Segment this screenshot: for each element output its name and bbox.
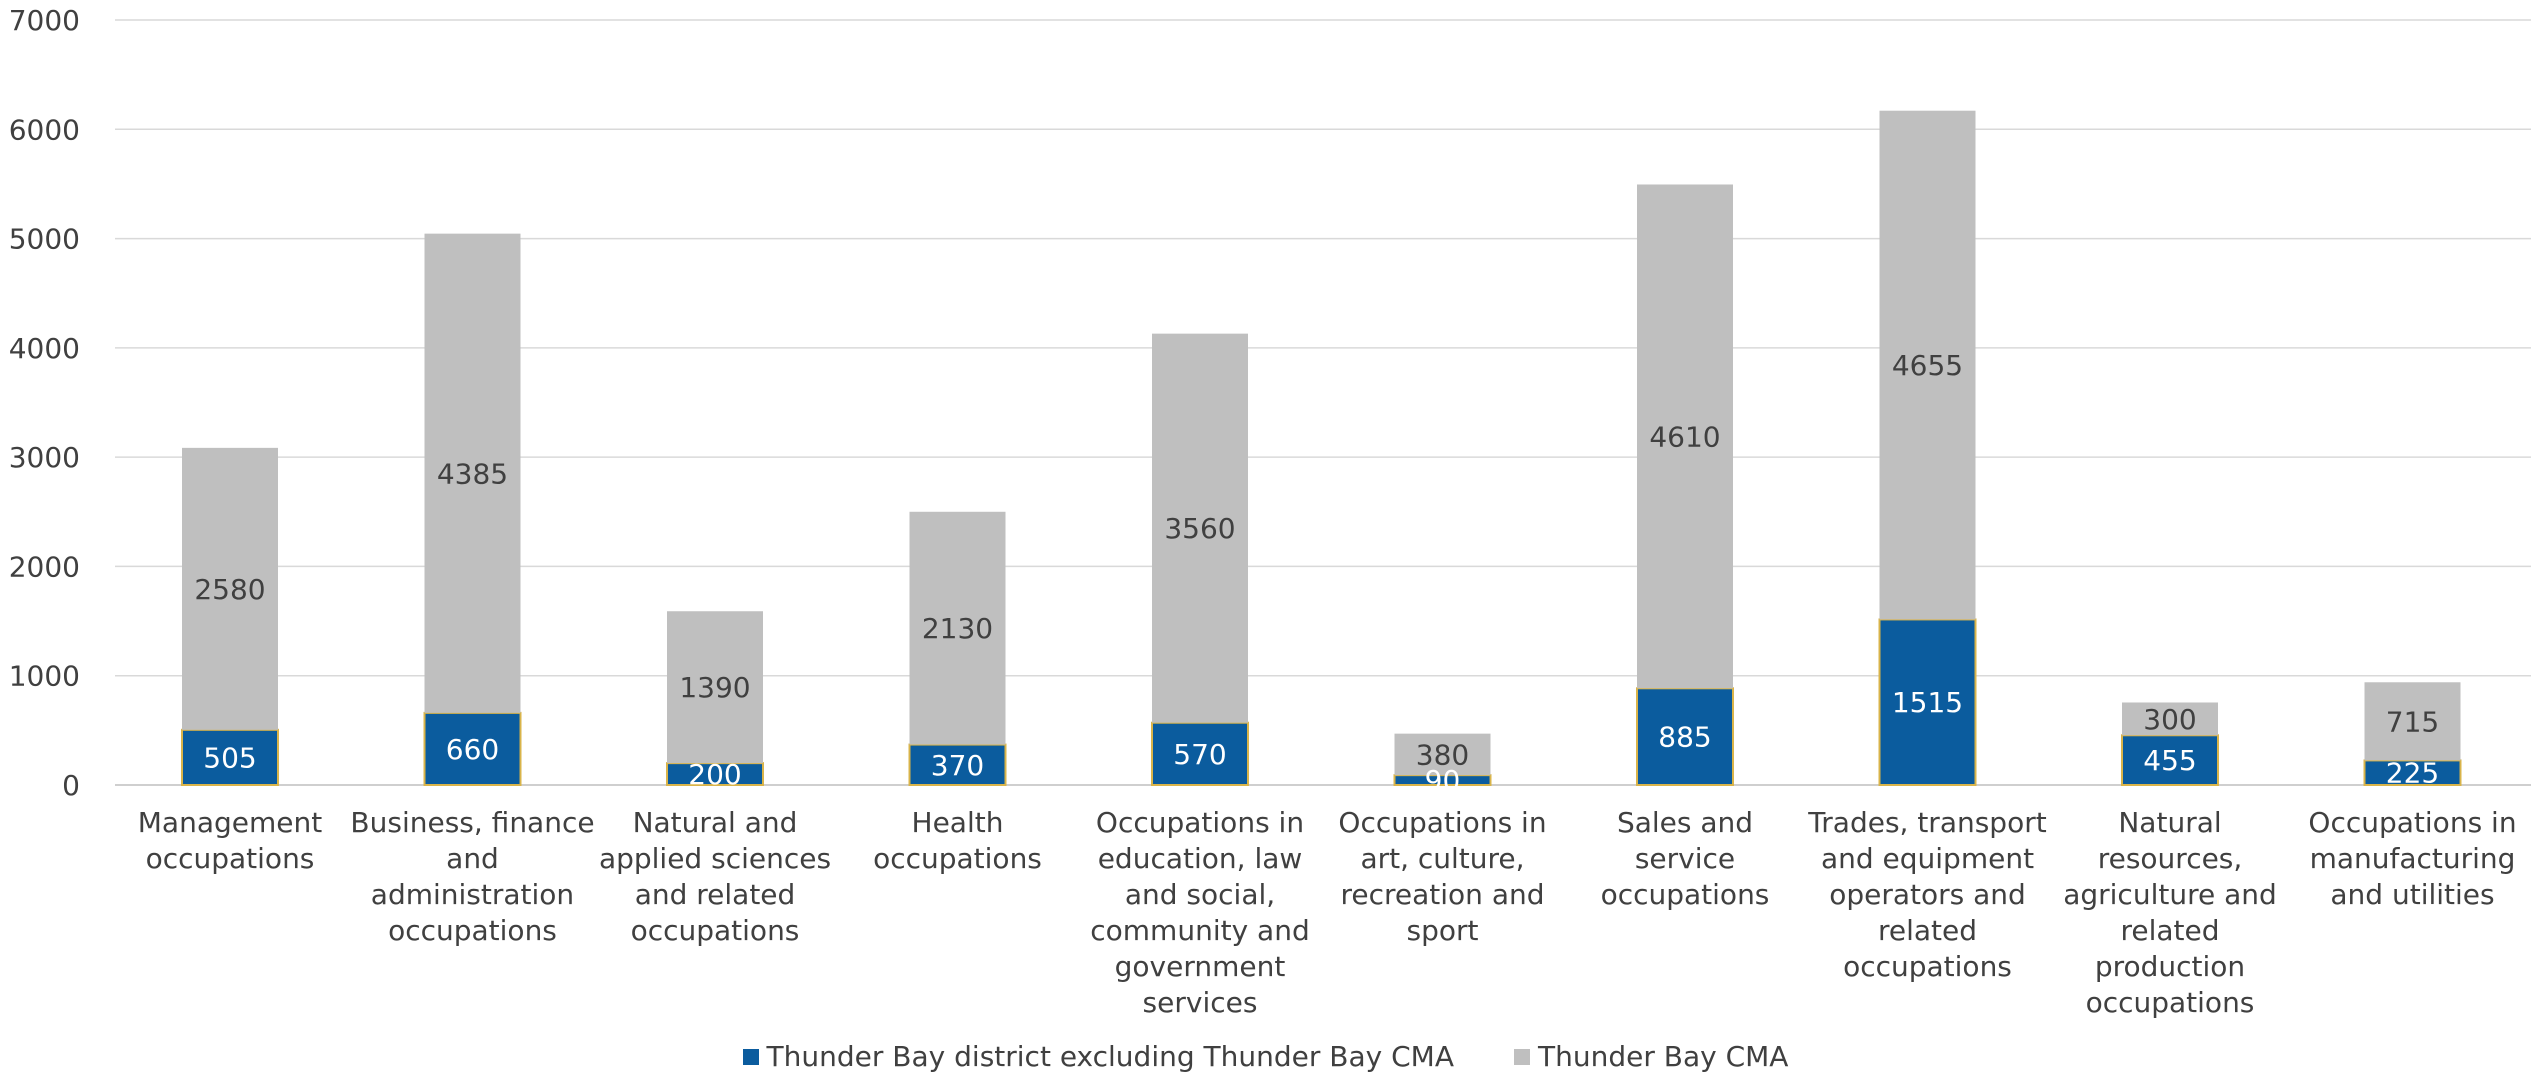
x-category-label: Sales and	[1617, 806, 1753, 839]
data-label-cma: 2580	[194, 573, 265, 606]
y-tick-label: 1000	[9, 660, 80, 693]
data-label-district: 200	[688, 758, 741, 791]
x-category-label: sport	[1407, 914, 1479, 947]
y-tick-label: 7000	[9, 4, 80, 37]
x-category-label: production	[2095, 950, 2245, 983]
data-label-district: 885	[1658, 721, 1711, 754]
legend-label-cma: Thunder Bay CMA	[1537, 1040, 1789, 1073]
x-category-label: Occupations in	[1096, 806, 1304, 839]
bar-district	[2121, 734, 2219, 787]
data-label-cma: 4655	[1892, 349, 1963, 382]
stacked-bar-chart: 0 1000 2000 3000 4000 5000 6000 7000 505 2580 660…	[9, 4, 2531, 1019]
x-category-label: recreation and	[1340, 878, 1544, 911]
x-category-label: and social,	[1125, 878, 1275, 911]
data-label-district: 1515	[1892, 686, 1963, 719]
bar-district	[181, 728, 279, 787]
y-axis: 0 1000 2000 3000 4000 5000 6000 7000	[9, 4, 80, 802]
y-tick-label: 5000	[9, 223, 80, 256]
data-label-district: 225	[2386, 757, 2439, 790]
x-category-label: occupations	[146, 842, 315, 875]
legend-label-district: Thunder Bay district excluding Thunder B…	[766, 1040, 1454, 1073]
x-category-label: Occupations in	[1338, 806, 1546, 839]
data-label-district: 455	[2143, 744, 2196, 777]
bar-cma	[424, 233, 521, 713]
bar-cma	[2364, 682, 2461, 761]
data-label-cma: 1390	[679, 671, 750, 704]
data-label-district: 370	[931, 749, 984, 782]
bar-cma	[667, 611, 763, 764]
data-label-cma: 2130	[922, 612, 993, 645]
bar-district	[423, 711, 522, 786]
x-category-label: administration	[371, 878, 574, 911]
bar-cma	[182, 447, 278, 730]
x-category-label: related	[1878, 914, 1977, 947]
x-category-label: Management	[138, 806, 322, 839]
x-category-label: related	[2120, 914, 2219, 947]
x-category-label: occupations	[1601, 878, 1770, 911]
bar-cma	[2122, 702, 2218, 736]
bar-cma	[1394, 733, 1491, 776]
y-tick-label: 3000	[9, 441, 80, 474]
x-category-label: education, law	[1098, 842, 1303, 875]
legend-swatch-cma	[1513, 1048, 1530, 1065]
data-label-cma: 4385	[437, 457, 508, 490]
bar-district	[1151, 721, 1249, 787]
legend-item-cma: Thunder Bay CMA	[1513, 1040, 1789, 1073]
x-category-label: services	[1143, 986, 1258, 1019]
data-label-district: 90	[1425, 764, 1461, 797]
legend: Thunder Bay district excluding Thunder B…	[0, 1040, 2531, 1073]
x-category-label: Health	[912, 806, 1004, 839]
x-category-label: applied sciences	[599, 842, 831, 875]
x-category-label: manufacturing	[2310, 842, 2516, 875]
data-label-district: 660	[446, 733, 499, 766]
bar-cma	[909, 511, 1006, 745]
x-category-label: Natural	[2118, 806, 2221, 839]
data-label-district: 570	[1173, 738, 1226, 771]
x-category-label: Trades, transport	[1807, 806, 2046, 839]
bar-district	[908, 743, 1007, 786]
data-label-cma: 715	[2386, 705, 2439, 738]
x-category-label: art, culture,	[1360, 842, 1524, 875]
bar-district	[1878, 618, 1977, 786]
data-label-cma: 380	[1416, 738, 1469, 771]
x-category-label: agriculture and	[2063, 878, 2277, 911]
x-category-label: and utilities	[2330, 878, 2494, 911]
x-category-label: operators and	[1829, 878, 2026, 911]
bar-district	[1636, 687, 1734, 787]
bar-cma	[1879, 110, 1976, 620]
bars: 505 2580 660 4385 200 1390 370 2130 570 3560 90380…	[181, 110, 2462, 797]
legend-swatch-district	[742, 1048, 759, 1065]
y-tick-label: 6000	[9, 113, 80, 146]
x-category-label: community and	[1090, 914, 1309, 947]
legend-item-district: Thunder Bay district excluding Thunder B…	[742, 1040, 1454, 1073]
x-category-label: and equipment	[1821, 842, 2034, 875]
data-label-cma: 4610	[1649, 420, 1720, 453]
y-tick-label: 4000	[9, 332, 80, 365]
bar-cma	[1152, 333, 1248, 723]
y-tick-label: 2000	[9, 550, 80, 583]
x-category-label: occupations	[631, 914, 800, 947]
data-label-cma: 3560	[1164, 512, 1235, 545]
x-category-label: occupations	[388, 914, 557, 947]
bar-cma	[1637, 184, 1733, 689]
data-label-cma: 300	[2143, 703, 2196, 736]
x-category-label: Business, finance	[350, 806, 594, 839]
data-label-district: 505	[203, 741, 256, 774]
x-category-label: Natural and	[633, 806, 798, 839]
x-category-label: occupations	[2086, 986, 2255, 1019]
x-category-label: Occupations in	[2308, 806, 2516, 839]
x-category-label: resources,	[2098, 842, 2243, 875]
x-category-label: occupations	[1843, 950, 2012, 983]
x-category-label: and related	[635, 878, 796, 911]
x-category-label: government	[1115, 950, 1286, 983]
x-category-label: service	[1635, 842, 1735, 875]
x-category-label: occupations	[873, 842, 1042, 875]
y-tick-label: 0	[62, 769, 80, 802]
x-category-label: and	[446, 842, 499, 875]
